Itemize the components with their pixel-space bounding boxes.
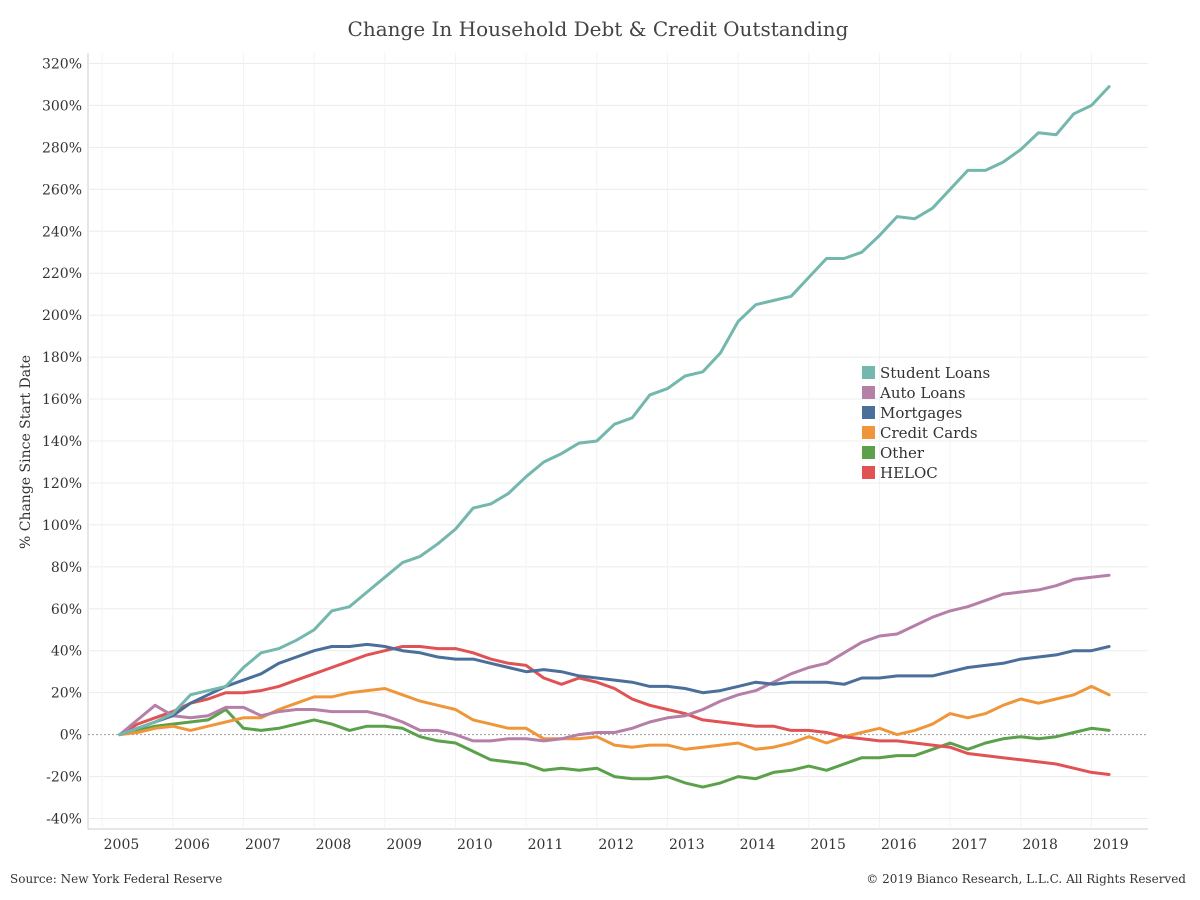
series-line-heloc <box>118 645 1111 776</box>
x-tick-label: 2013 <box>669 837 705 853</box>
series-lines <box>118 85 1111 789</box>
legend-label-other: Other <box>880 444 925 462</box>
y-axis-ticks: 320% 300% 280% 260% 240% 220% 200% 180% 160% 140%… <box>42 56 82 827</box>
legend-label-credit-cards: Credit Cards <box>880 424 978 442</box>
x-tick-label: 2009 <box>386 837 422 853</box>
y-tick-label: 320% <box>42 56 82 72</box>
y-tick-label: 20% <box>51 686 82 702</box>
series-line-mortgages <box>118 642 1111 737</box>
x-tick-label: 2014 <box>740 837 776 853</box>
y-axis-label: % Change Since Start Date <box>18 355 34 549</box>
x-tick-label: 2016 <box>881 837 917 853</box>
y-tick-label: 140% <box>42 434 82 450</box>
x-tick-label: 2008 <box>316 837 352 853</box>
x-tick-label: 2019 <box>1093 837 1129 853</box>
series-line-auto-loans <box>118 573 1111 743</box>
y-tick-label: 280% <box>42 140 82 156</box>
x-tick-label: 2018 <box>1022 837 1058 853</box>
y-tick-label: 220% <box>42 266 82 282</box>
x-tick-label: 2012 <box>598 837 634 853</box>
x-tick-label: 2010 <box>457 837 493 853</box>
legend: Student Loans Auto Loans Mortgages Credit C… <box>862 364 990 482</box>
y-tick-label: 240% <box>42 224 82 240</box>
y-tick-label: 200% <box>42 308 82 324</box>
x-tick-label: 2015 <box>810 837 846 853</box>
y-tick-label: 40% <box>51 644 82 660</box>
grid <box>87 53 1148 830</box>
copyright-note: © 2019 Bianco Research, L.L.C. All Right… <box>866 872 1186 886</box>
y-tick-label: -20% <box>46 770 82 786</box>
y-tick-label: 80% <box>51 560 82 576</box>
y-tick-label: 60% <box>51 602 82 618</box>
x-tick-label: 2017 <box>952 837 988 853</box>
legend-swatch-heloc <box>862 466 875 479</box>
y-tick-label: 0% <box>60 728 82 744</box>
legend-label-heloc: HELOC <box>880 464 938 482</box>
y-tick-label: 180% <box>42 350 82 366</box>
y-tick-label: 300% <box>42 98 82 114</box>
x-tick-label: 2006 <box>174 837 210 853</box>
series-line-credit-cards <box>118 684 1111 751</box>
x-axis-ticks: 2005 2006 2007 2008 2009 2010 2011 2012 2013 2014… <box>104 837 1129 853</box>
legend-label-auto-loans: Auto Loans <box>879 384 966 402</box>
legend-label-mortgages: Mortgages <box>880 404 962 422</box>
series-line-student-loans <box>118 85 1111 737</box>
y-tick-label: 260% <box>42 182 82 198</box>
x-tick-label: 2007 <box>245 837 281 853</box>
y-tick-label: -40% <box>46 812 82 828</box>
legend-swatch-mortgages <box>862 406 875 419</box>
chart-title: Change In Household Debt & Credit Outsta… <box>348 17 849 41</box>
legend-swatch-credit-cards <box>862 426 875 439</box>
legend-swatch-student-loans <box>862 366 875 379</box>
y-tick-label: 120% <box>42 476 82 492</box>
source-note: Source: New York Federal Reserve <box>10 872 223 886</box>
y-tick-label: 100% <box>42 518 82 534</box>
x-tick-label: 2005 <box>104 837 140 853</box>
y-tick-label: 160% <box>42 392 82 408</box>
series-line-other <box>118 708 1111 789</box>
x-tick-label: 2011 <box>528 837 564 853</box>
legend-swatch-other <box>862 446 875 459</box>
legend-swatch-auto-loans <box>862 386 875 399</box>
legend-label-student-loans: Student Loans <box>880 364 990 382</box>
